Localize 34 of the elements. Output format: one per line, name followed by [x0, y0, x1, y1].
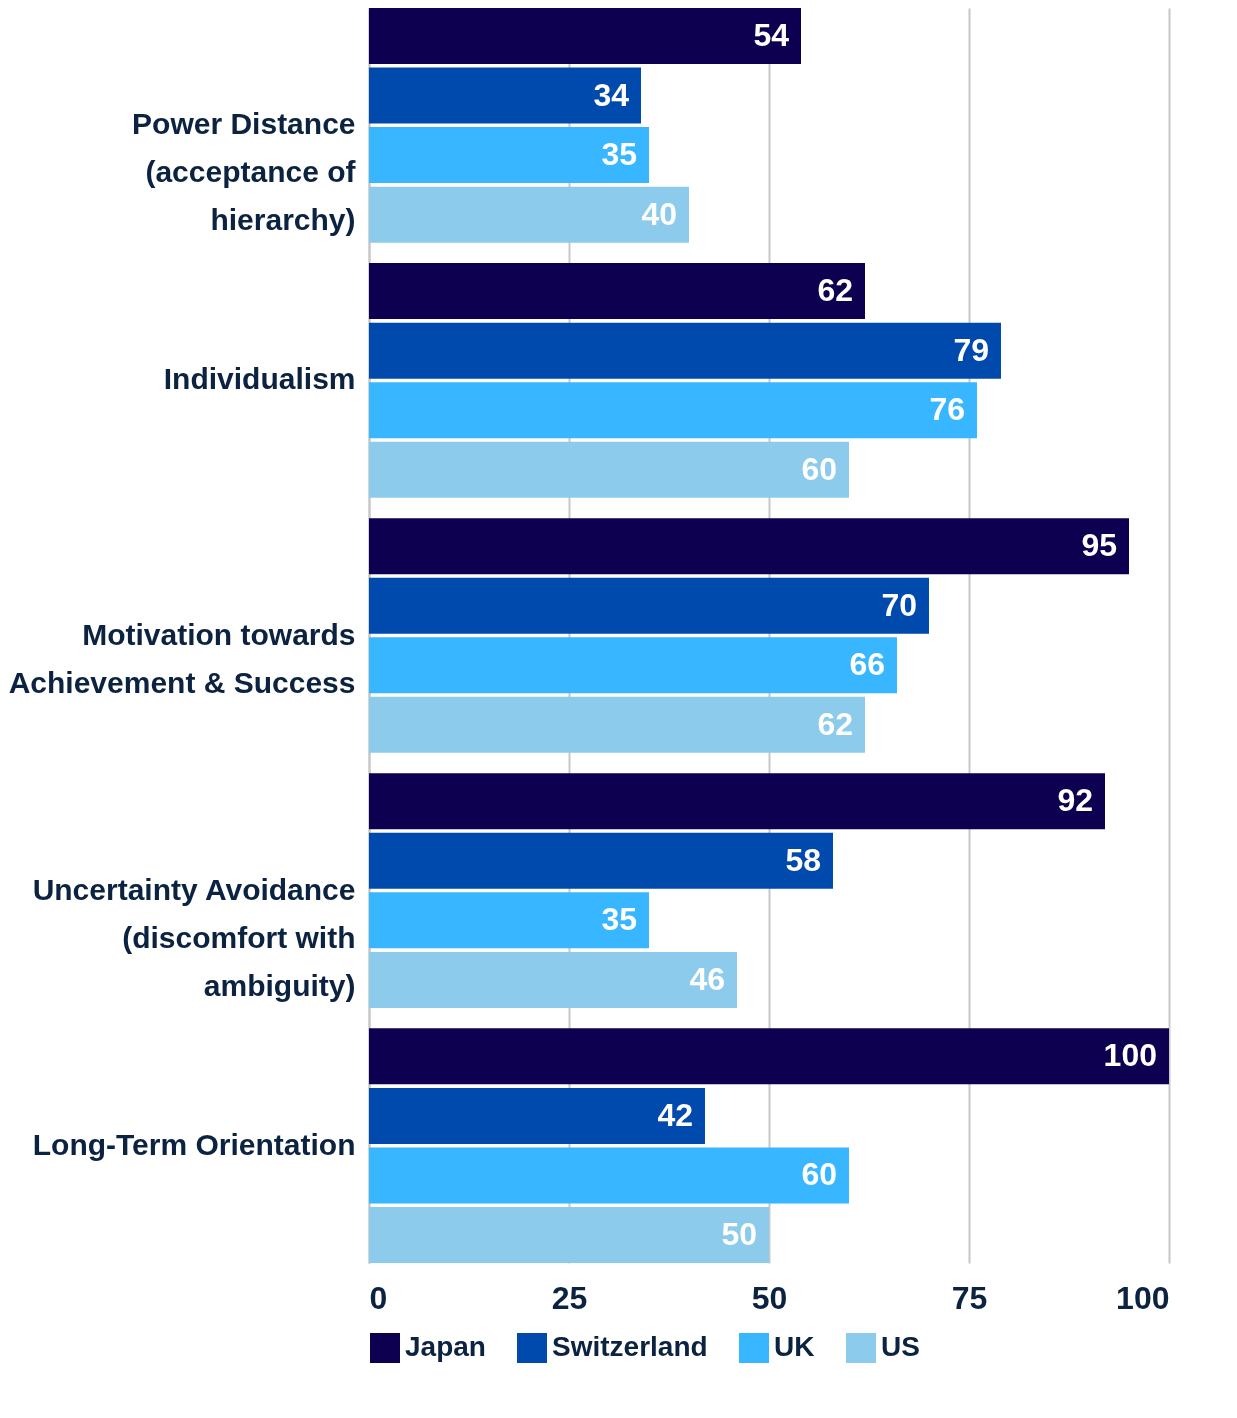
data-label: 35 [601, 901, 637, 938]
data-label: 60 [801, 1156, 837, 1193]
data-label: 92 [1057, 782, 1093, 819]
legend-label: US [881, 1331, 920, 1362]
data-label: 62 [817, 705, 853, 742]
data-label: 35 [601, 136, 637, 173]
data-label: 42 [657, 1096, 693, 1133]
y-tick-label: Uncertainty Avoidance (discomfort with ambiguity) [32, 872, 356, 1002]
data-label: 50 [721, 1216, 757, 1253]
data-label: 58 [785, 841, 821, 878]
y-tick-label: Motivation towards Achievement & Success [8, 617, 356, 699]
y-tick-label: Power Distance (acceptance of hierarchy) [132, 107, 357, 237]
data-label: 46 [689, 960, 725, 997]
x-tick-label: 75 [951, 1279, 988, 1316]
data-label: 34 [593, 76, 630, 113]
data-label: 40 [641, 195, 677, 232]
data-label: 70 [881, 586, 917, 623]
data-label: 95 [1081, 527, 1117, 564]
y-tick-label: Individualism [163, 362, 356, 396]
x-tick-label: 0 [369, 1279, 388, 1316]
data-label: 66 [849, 646, 885, 683]
data-label: 60 [801, 450, 837, 487]
x-tick-label: 25 [551, 1279, 588, 1316]
data-label: 54 [753, 16, 790, 53]
x-tick-label: 100 [1116, 1279, 1170, 1316]
y-tick-label: Long-Term Orientation [32, 1127, 356, 1161]
data-label: 100 [1103, 1037, 1157, 1074]
legend-label: UK [774, 1331, 815, 1362]
data-label: 62 [817, 272, 853, 309]
data-label: 76 [929, 391, 965, 428]
data-label: 79 [953, 331, 989, 368]
x-tick-label: 50 [751, 1279, 788, 1316]
legend-label: Switzerland [552, 1331, 708, 1362]
legend-label: Japan [405, 1331, 486, 1362]
